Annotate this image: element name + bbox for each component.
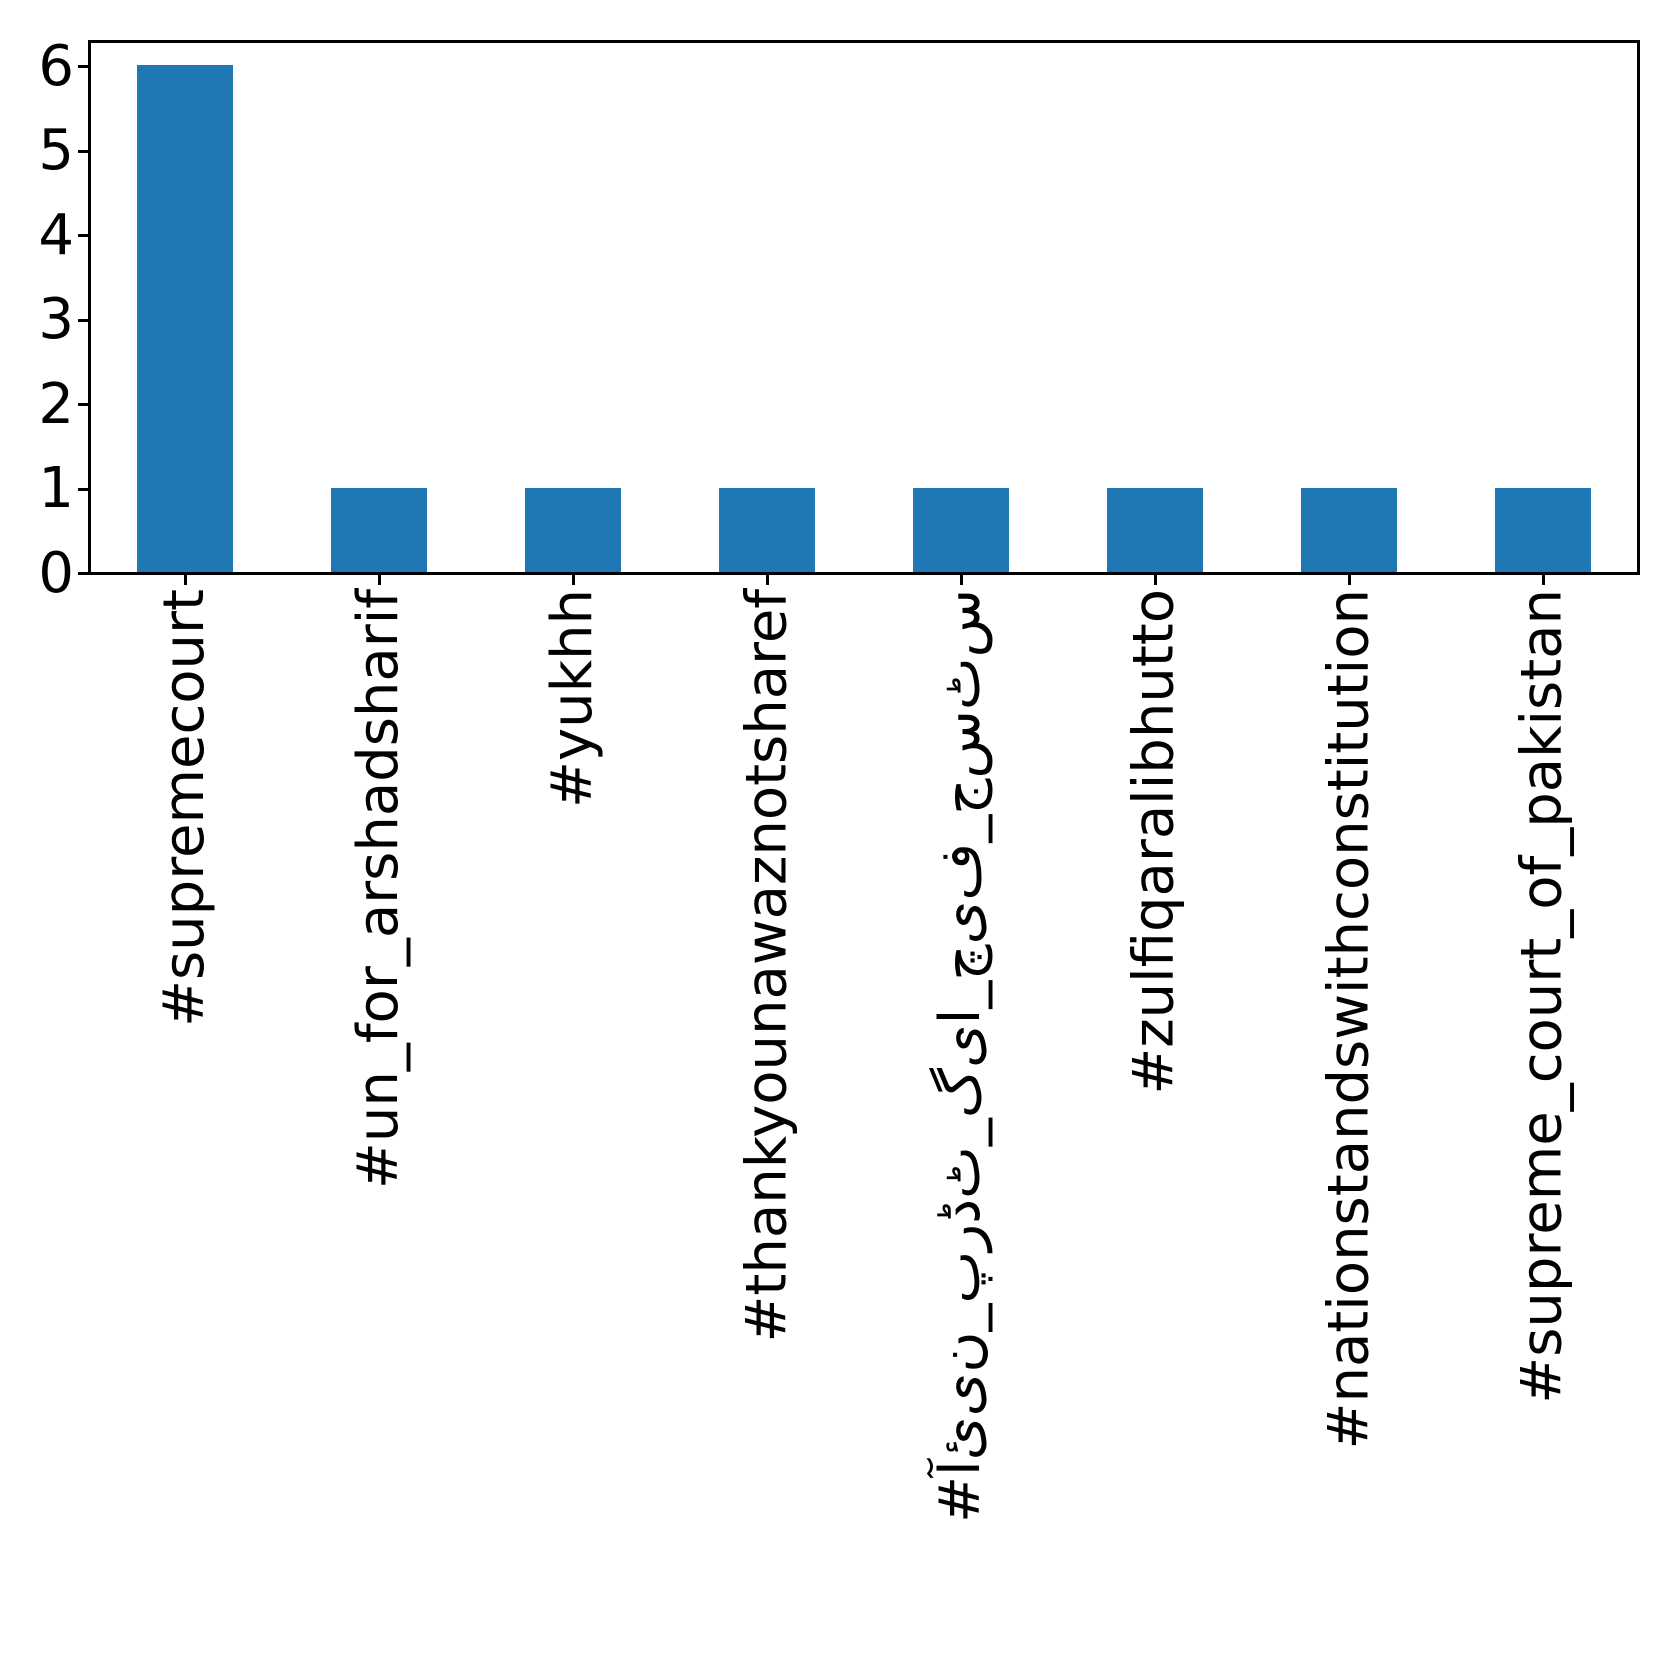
x-tick-label: #supreme_court_of_pakistan: [1510, 589, 1575, 1404]
x-tick-mark: [1541, 575, 1545, 585]
y-tick-label: 6: [38, 33, 74, 99]
bar: [719, 487, 815, 572]
bar: [1495, 487, 1591, 572]
x-tick-label: #thankyounawaznotsharef: [734, 589, 799, 1343]
x-tick-label: #zulfiqaralibhutto: [1122, 589, 1187, 1095]
y-tick-label: 4: [38, 202, 74, 268]
x-tick-mark: [377, 575, 381, 585]
x-tick-mark: [571, 575, 575, 585]
y-tick-label: 5: [38, 118, 74, 183]
bar: [1107, 487, 1203, 572]
x-tick-label: #‌آ‌ئ‌ی‌ن‌_‌پ‌ر‌ڈ‌ٹ‌_‌گ‌ی‌ا‌_‌چ‌ی‌ف‌_‌ج‌…: [928, 589, 993, 1523]
bar: [913, 487, 1009, 572]
y-tick-mark: [78, 318, 88, 322]
x-tick-mark: [765, 575, 769, 585]
x-tick-label: #nationstandswithconstitution: [1316, 589, 1381, 1450]
y-tick-mark: [78, 487, 88, 491]
y-tick-label: 0: [38, 540, 74, 606]
plot-area: [88, 40, 1640, 575]
x-tick-mark: [183, 575, 187, 585]
bar: [525, 487, 621, 572]
y-tick-label: 3: [38, 287, 74, 352]
y-tick-mark: [78, 572, 88, 575]
x-tick-label: #un_for_arshadsharif: [346, 589, 411, 1190]
x-tick-mark: [959, 575, 963, 585]
bar: [137, 65, 233, 572]
x-tick-mark: [1153, 575, 1157, 585]
y-tick-mark: [78, 403, 88, 406]
x-tick-label: #yukhh: [540, 589, 605, 808]
y-tick-mark: [78, 65, 88, 68]
x-tick-label: #supremecourt: [152, 589, 217, 1027]
bar: [1301, 487, 1397, 572]
bar: [331, 487, 427, 572]
y-tick-mark: [78, 234, 88, 237]
x-tick-mark: [1347, 575, 1351, 585]
y-tick-label: 2: [38, 371, 74, 437]
y-tick-label: 1: [38, 456, 74, 521]
y-tick-mark: [78, 149, 88, 153]
